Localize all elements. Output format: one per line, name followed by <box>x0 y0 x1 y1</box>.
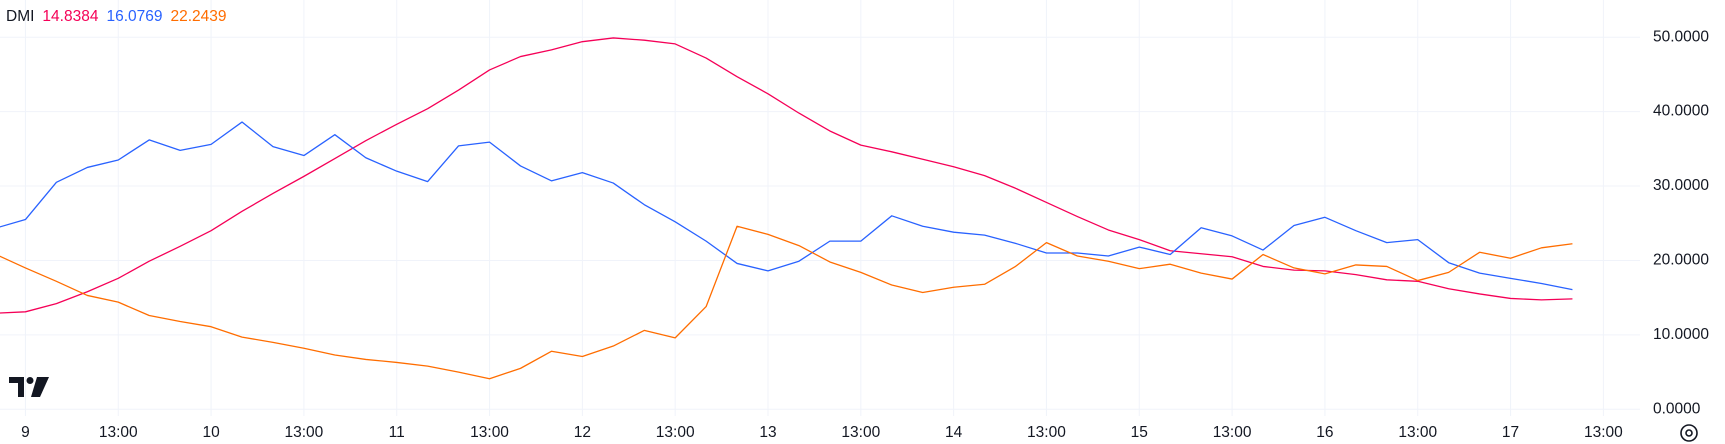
indicator-value: 16.0769 <box>106 8 162 25</box>
y-tick-label: 50.0000 <box>1653 28 1709 45</box>
x-tick-label: 9 <box>21 424 30 441</box>
x-tick-label: 13:00 <box>1027 424 1066 441</box>
x-tick-label: 15 <box>1131 424 1148 441</box>
plot-area <box>0 37 1573 380</box>
x-tick-label: 17 <box>1502 424 1519 441</box>
indicator-name: DMI <box>6 8 34 25</box>
dmi-line <box>0 121 1573 291</box>
x-tick-label: 13 <box>759 424 776 441</box>
dmi-line <box>0 225 1573 380</box>
x-tick-label: 14 <box>945 424 963 441</box>
y-tick-label: 10.0000 <box>1653 326 1709 343</box>
x-tick-label: 13:00 <box>656 424 695 441</box>
x-tick-label: 10 <box>202 424 220 441</box>
grid <box>0 0 1640 416</box>
y-tick-label: 0.0000 <box>1653 400 1701 417</box>
logo <box>9 377 49 397</box>
x-tick-label: 13:00 <box>1213 424 1252 441</box>
x-tick-label: 13:00 <box>470 424 509 441</box>
x-tick-label: 13:00 <box>1584 424 1623 441</box>
x-tick-label: 11 <box>389 424 405 441</box>
x-tick-label: 13:00 <box>99 424 138 441</box>
x-tick-label: 16 <box>1316 424 1333 441</box>
legend: DMI 14.8384 16.0769 22.2439 <box>6 8 227 25</box>
x-tick-label: 12 <box>574 424 591 441</box>
y-tick-label: 20.0000 <box>1653 252 1709 269</box>
x-tick-label: 13:00 <box>285 424 324 441</box>
y-tick-label: 30.0000 <box>1653 177 1709 194</box>
settings-button[interactable] <box>1680 424 1698 442</box>
x-tick-label: 13:00 <box>1398 424 1437 441</box>
indicator-value: 22.2439 <box>170 8 226 25</box>
y-tick-label: 40.0000 <box>1653 103 1709 120</box>
indicator-value: 14.8384 <box>42 8 98 25</box>
dmi-line <box>0 37 1573 314</box>
x-tick-label: 13:00 <box>841 424 880 441</box>
